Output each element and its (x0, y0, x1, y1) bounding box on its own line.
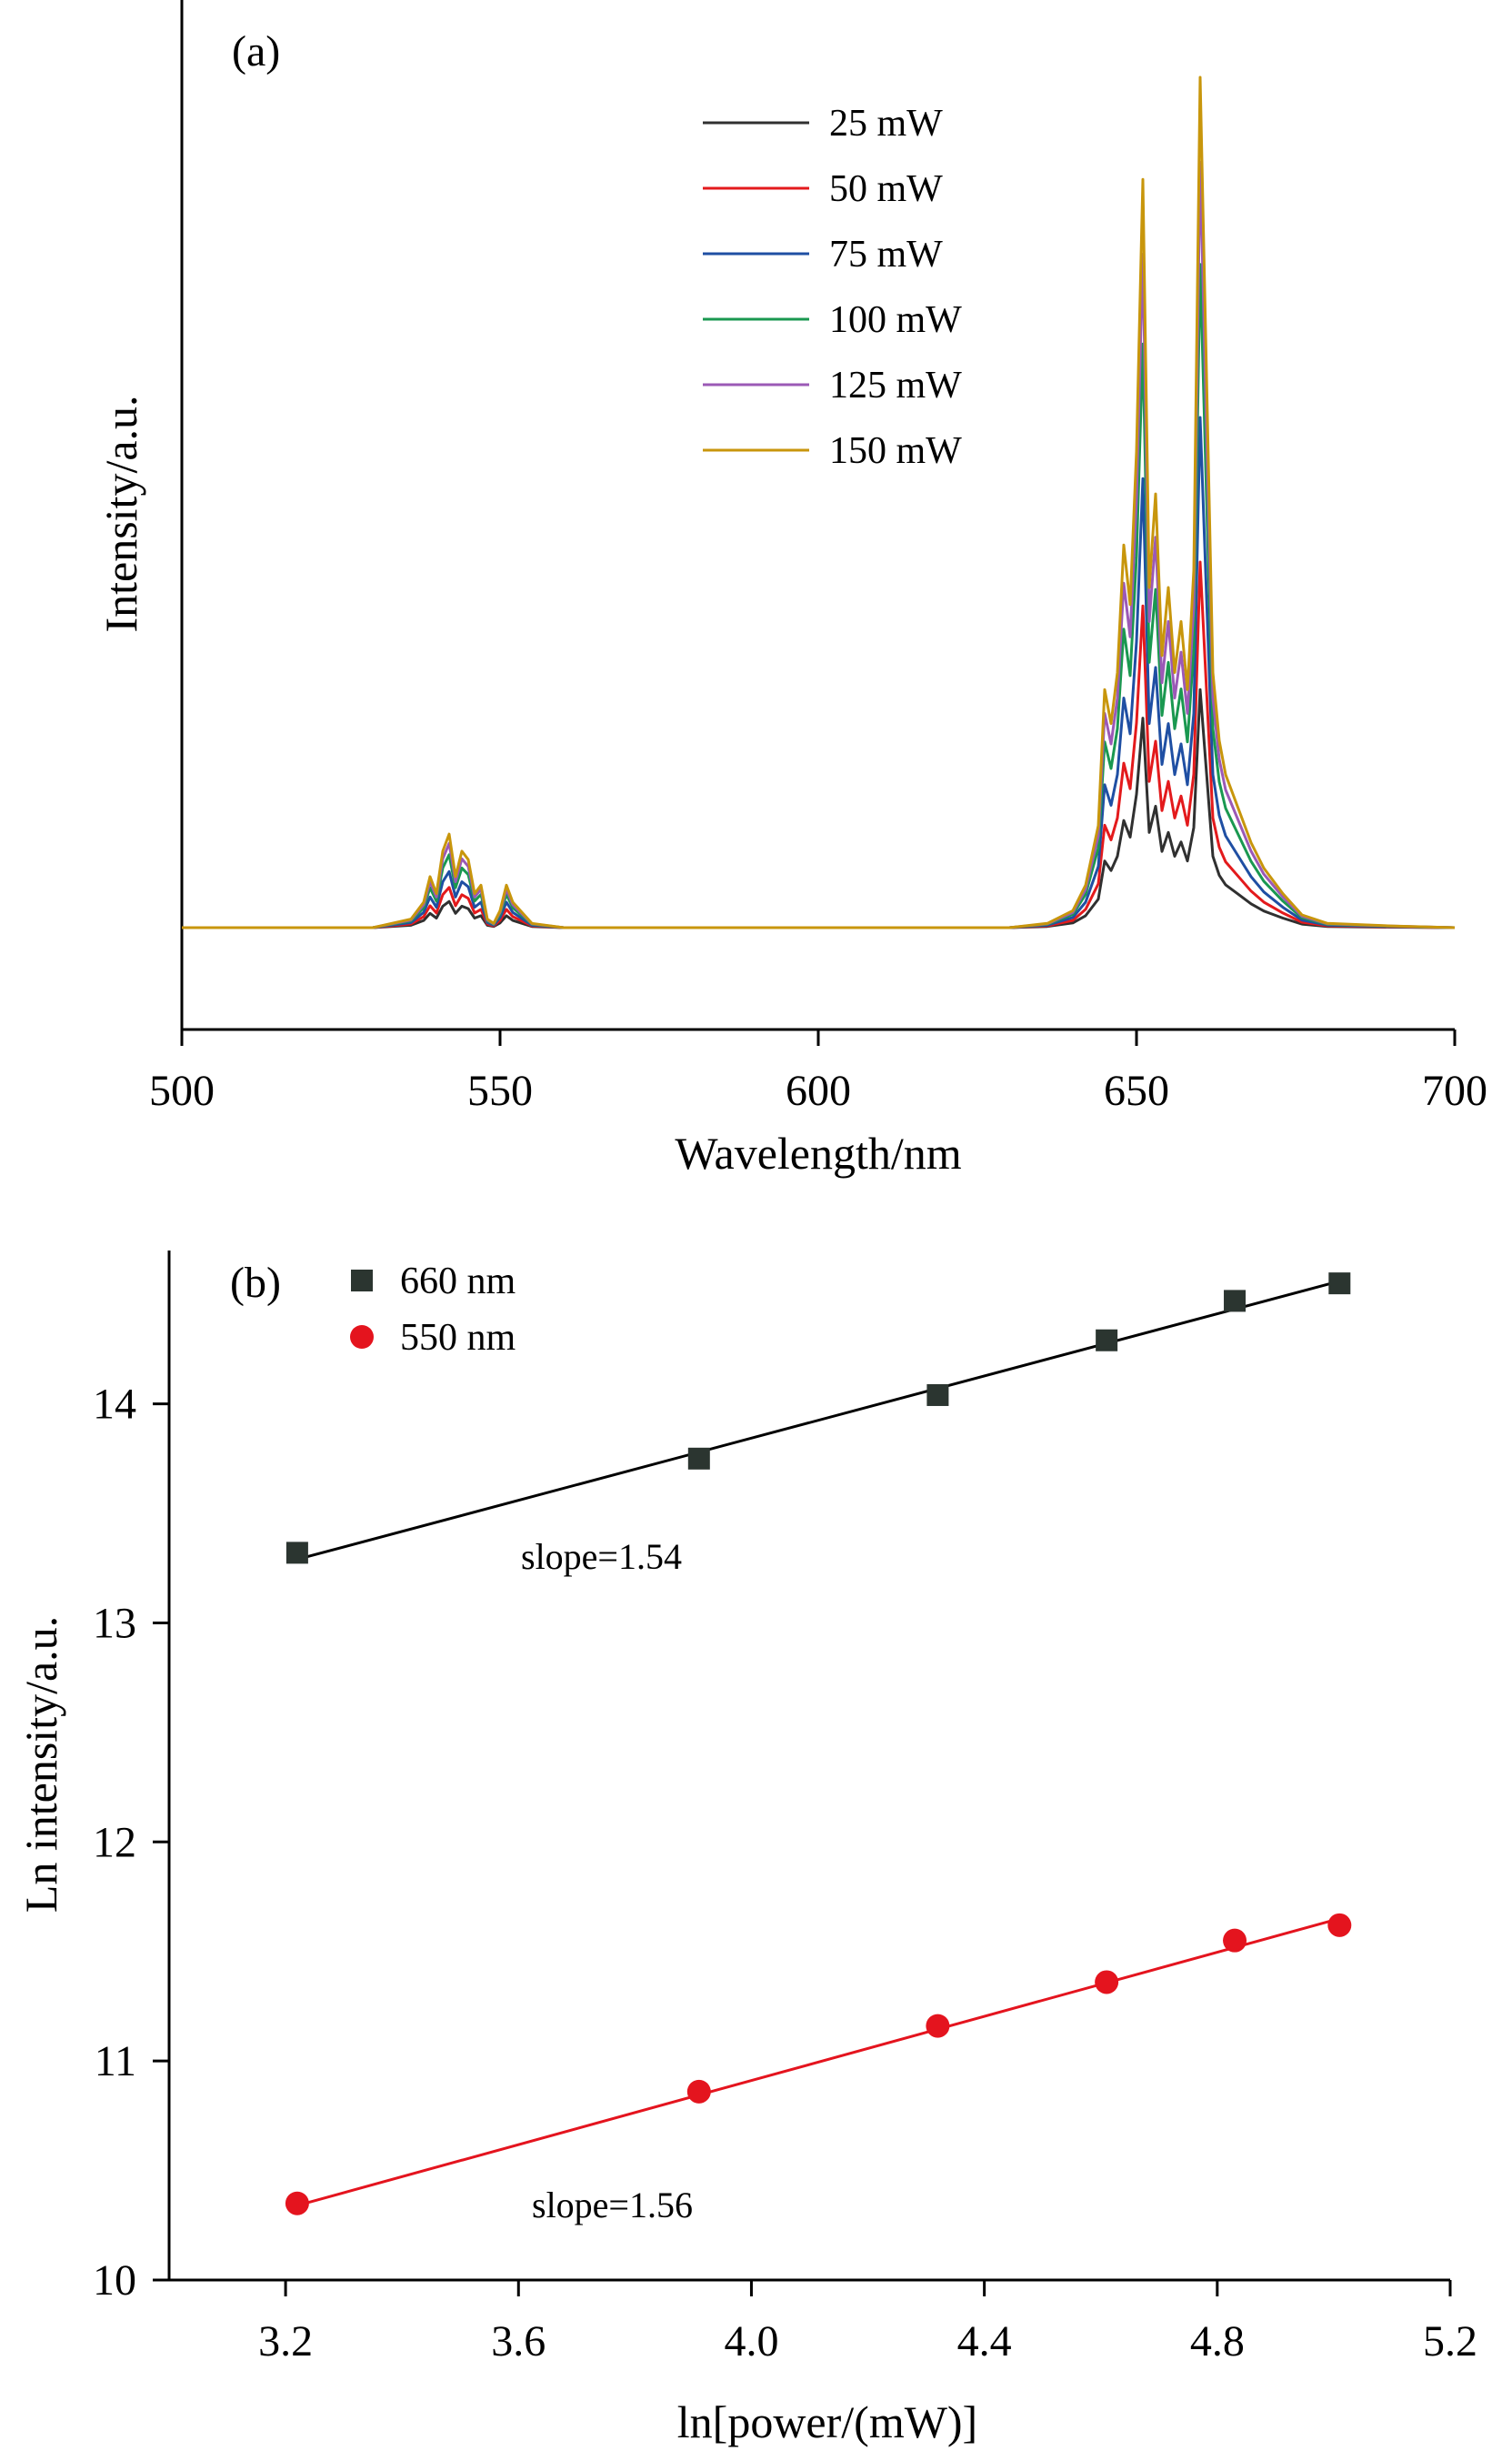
panel-a-x-ticks: 500 550 600 650 700 (149, 1030, 1487, 1115)
spectrum-line-1 (182, 688, 1456, 929)
data-point-550nm (1327, 1913, 1352, 1937)
panel-b-x-tick-label: 4.0 (724, 2317, 778, 2366)
legend-marker-square (351, 1270, 373, 1291)
spectrum-line-4 (182, 263, 1456, 929)
legend-marker-circle (350, 1325, 374, 1349)
panel-b-x-tick-label: 4.8 (1190, 2317, 1245, 2366)
legend-label: 75 mW (829, 234, 943, 276)
fit-line-660-nm (296, 1280, 1340, 1562)
panel-a-x-tick-label: 500 (149, 1067, 215, 1115)
panel-b-data-points (285, 1272, 1352, 2215)
panel-b: (b) 3.2 3.6 4.0 4.4 4.8 5.2 10 11 12 13 14 660 nm 5… (15, 1251, 1477, 2447)
panel-b-x-tick-label: 4.4 (957, 2317, 1012, 2366)
legend-label: 660 nm (400, 1261, 516, 1302)
panel-b-y-tick-label: 12 (93, 1818, 136, 1866)
data-point-660nm (926, 1383, 949, 1406)
slope-annotation-660: slope=1.54 (521, 1536, 682, 1577)
legend-label: 125 mW (829, 365, 962, 407)
panel-b-y-axis-title: Ln intensity/a.u. (15, 1616, 66, 1913)
data-point-660nm (285, 1542, 308, 1564)
panel-b-x-axis-title: ln[power/(mW)] (677, 2396, 977, 2447)
panel-a-x-tick-label: 550 (467, 1067, 533, 1115)
panel-a-x-tick-label: 650 (1104, 1067, 1169, 1115)
fit-line-550-nm (296, 1917, 1340, 2207)
panel-b-y-tick-label: 14 (93, 1381, 136, 1429)
spectrum-line-3 (182, 416, 1456, 929)
data-point-660nm (1096, 1329, 1118, 1351)
panel-a-x-tick-label: 600 (786, 1067, 851, 1115)
data-point-550nm (926, 2014, 950, 2038)
panel-b-y-tick-label: 13 (93, 1599, 136, 1647)
panel-a-label: (a) (232, 27, 280, 75)
legend-label: 25 mW (829, 103, 943, 145)
legend-label: 50 mW (829, 168, 943, 210)
panel-a-x-tick-label: 700 (1422, 1067, 1487, 1115)
panel-b-ticks: 3.2 3.6 4.0 4.4 4.8 5.2 10 11 12 13 14 (93, 1381, 1477, 2366)
panel-a-series-lines (182, 75, 1456, 929)
panel-b-legend: 660 nm 550 nm (350, 1261, 516, 1359)
panel-b-x-tick-label: 3.2 (258, 2317, 313, 2366)
panel-b-y-tick-label: 11 (95, 2037, 136, 2085)
spectrum-line-6 (182, 75, 1456, 929)
panel-a-x-axis-title: Wavelength/nm (675, 1128, 961, 1179)
legend-label: 150 mW (829, 430, 962, 472)
data-point-660nm (1328, 1272, 1351, 1295)
data-point-660nm (1224, 1290, 1247, 1312)
spectrum-line-2 (182, 560, 1456, 929)
data-point-550nm (1095, 1970, 1119, 1994)
legend-label: 550 nm (400, 1317, 516, 1359)
panel-a-y-axis-title: Intensity/a.u. (95, 395, 146, 632)
panel-b-x-tick-label: 5.2 (1423, 2317, 1477, 2366)
data-point-550nm (1223, 1928, 1247, 1953)
panel-a-legend: 25 mW 50 mW 75 mW 100 mW 125 mW 150 mW (703, 103, 962, 472)
panel-b-x-tick-label: 3.6 (491, 2317, 546, 2366)
panel-b-label: (b) (230, 1259, 281, 1307)
slope-annotation-550: slope=1.56 (532, 2185, 693, 2225)
spectrum-line-5 (182, 161, 1456, 929)
panel-b-fit-lines (296, 1280, 1340, 2207)
panel-a: (a) 500 550 600 650 700 25 mW 50 mW 75 mW 100 m… (95, 0, 1487, 1179)
data-point-550nm (285, 2191, 309, 2215)
legend-label: 100 mW (829, 299, 962, 341)
data-point-550nm (686, 2079, 711, 2104)
panel-b-y-tick-label: 10 (93, 2256, 136, 2305)
data-point-660nm (687, 1447, 710, 1470)
